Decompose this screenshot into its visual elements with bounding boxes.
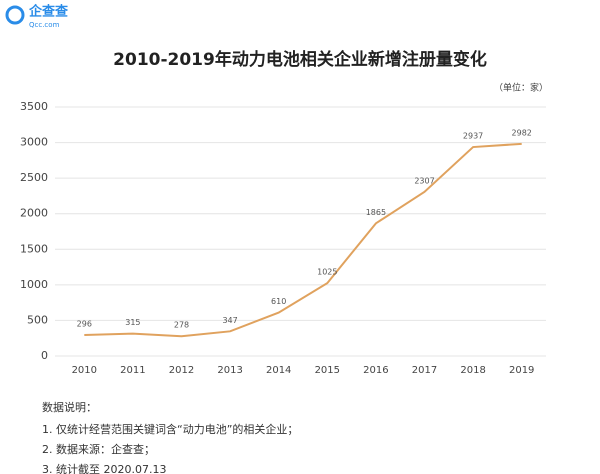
notes-heading: 数据说明：	[42, 400, 97, 414]
y-tick-label: 1500	[20, 242, 48, 255]
unit-label: （单位：家）	[494, 82, 548, 94]
y-tick-label: 0	[41, 349, 48, 362]
value-label: 1025	[317, 268, 337, 277]
value-label: 610	[271, 297, 286, 306]
y-tick-label: 3000	[20, 136, 48, 149]
value-label: 2982	[512, 128, 532, 137]
x-tick-label: 2014	[266, 365, 291, 376]
note-item: 2. 数据来源：企查查；	[42, 442, 155, 456]
value-label: 347	[222, 316, 237, 325]
x-tick-label: 2013	[217, 365, 242, 376]
logo-name: 企查查	[28, 4, 69, 20]
value-label: 315	[125, 318, 140, 327]
logo-icon	[5, 5, 25, 25]
x-tick-label: 2012	[169, 365, 194, 376]
y-tick-label: 1000	[20, 278, 48, 291]
chart-title: 2010-2019年动力电池相关企业新增注册量变化	[113, 49, 487, 70]
logo-url: Qcc.com	[29, 21, 60, 29]
x-tick-label: 2015	[315, 365, 340, 376]
x-tick-label: 2016	[363, 365, 388, 376]
value-label: 278	[174, 321, 189, 330]
y-tick-label: 3500	[20, 100, 48, 113]
value-label: 1865	[366, 208, 386, 217]
note-item: 1. 仅统计经营范围关键词含“动力电池”的相关企业；	[42, 422, 298, 436]
note-item: 3. 统计截至 2020.07.13	[42, 462, 166, 474]
line	[84, 142, 522, 338]
x-tick-label: 2011	[120, 365, 145, 376]
y-tick-label: 2500	[20, 171, 48, 184]
y-tick-label: 500	[27, 313, 48, 326]
x-tick-label: 2018	[460, 365, 485, 376]
x-tick-label: 2019	[509, 365, 534, 376]
value-label: 2937	[463, 132, 483, 141]
value-label: 2307	[414, 176, 434, 185]
value-label: 296	[77, 319, 92, 328]
x-tick-label: 2010	[72, 365, 97, 376]
x-tick-label: 2017	[412, 365, 437, 376]
y-tick-label: 2000	[20, 207, 48, 220]
